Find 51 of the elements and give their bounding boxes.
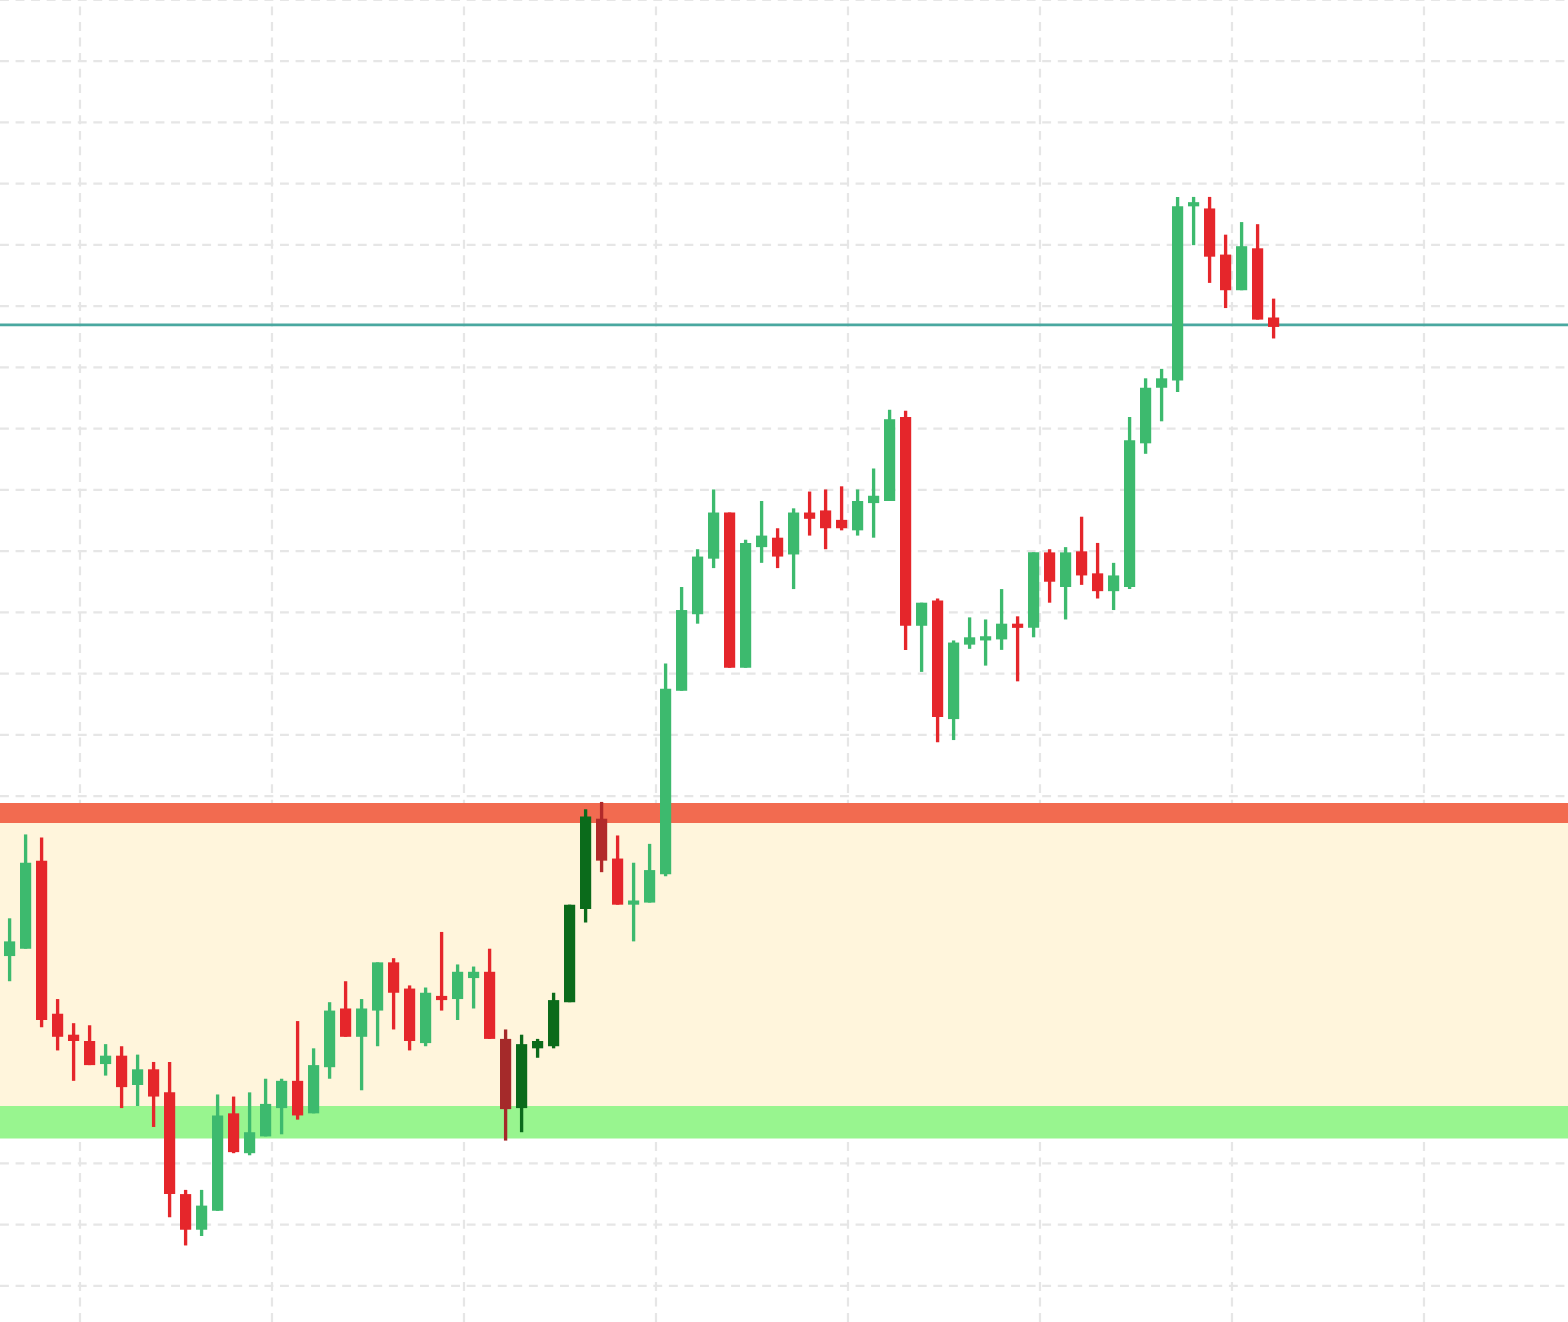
candlestick (4, 916, 16, 983)
candlestick (276, 1077, 288, 1136)
candlestick (548, 991, 560, 1050)
candlestick (1092, 541, 1104, 601)
candlestick (1044, 547, 1056, 605)
candlestick (196, 1188, 208, 1238)
candlestick (180, 1188, 192, 1248)
candlestick (596, 800, 608, 874)
candlestick (148, 1060, 160, 1129)
candlestick (100, 1042, 112, 1078)
candlestick (84, 1023, 96, 1067)
candlestick (388, 956, 400, 1032)
candlestick (772, 526, 784, 570)
candlestick (244, 1090, 256, 1157)
candlestick (532, 1037, 544, 1060)
candlestick (1188, 195, 1200, 247)
candlestick (820, 487, 832, 551)
candlestick (836, 484, 848, 533)
candlestick (1108, 561, 1120, 612)
candlestick (116, 1044, 128, 1110)
candlestick (356, 997, 368, 1092)
candlestick (260, 1077, 272, 1139)
candlestick (1156, 367, 1168, 423)
candlestick (756, 499, 768, 565)
candlestick (852, 487, 864, 538)
candlestick (1268, 296, 1280, 341)
candlestick (340, 979, 352, 1039)
candlestick (452, 962, 464, 1022)
candlestick (708, 487, 720, 570)
candlestick (996, 587, 1008, 652)
candlestick (788, 506, 800, 591)
candlestick (964, 615, 976, 651)
candlestick (1236, 220, 1248, 292)
candlestick (644, 842, 656, 905)
candlestick (1076, 515, 1088, 587)
candlestick (228, 1094, 240, 1155)
candlestick (1060, 545, 1072, 622)
candlestick (468, 964, 480, 1011)
candlestick (612, 833, 624, 907)
candlestick (1220, 232, 1232, 310)
candlestick (628, 861, 640, 944)
candlestick (292, 1019, 304, 1122)
candlestick (132, 1052, 144, 1108)
candlestick (804, 489, 816, 538)
candlestick (436, 930, 448, 1013)
candlestick (52, 997, 64, 1053)
candlestick (868, 466, 880, 540)
candlestick (68, 1021, 80, 1083)
candlestick (980, 617, 992, 668)
candlestick (1012, 614, 1024, 684)
candlestick (916, 601, 928, 674)
